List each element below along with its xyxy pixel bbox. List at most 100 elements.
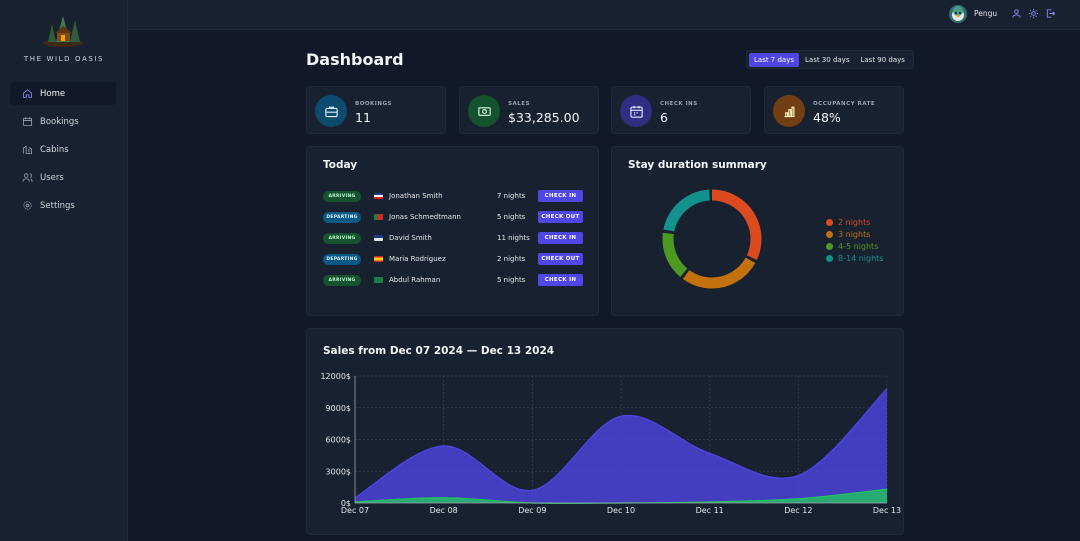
stat-value: $33,285.00 [508,110,580,125]
nights-count: 5 nights [497,213,526,221]
duration-title: Stay duration summary [628,159,767,171]
chart-legend: 2 nights 3 nights 4-5 nights 8-14 nights [826,216,883,264]
stat-label: Check ins [660,101,698,107]
guest-name: Jonas Schmedtmann [389,213,461,221]
nights-count: 2 nights [497,255,526,263]
check-in-button[interactable]: CHECK IN [538,190,583,202]
sidebar-item-label: Home [40,88,66,99]
banknotes-icon [477,106,491,116]
x-tick-label: Dec 12 [784,506,812,515]
legend-label: 8-14 nights [838,253,884,263]
stat-value: 11 [355,110,371,125]
sidebar-item-label: Cabins [40,144,69,155]
today-title: Today [323,159,358,171]
check-in-button[interactable]: CHECK IN [538,232,583,244]
sidebar-item-label: Settings [40,200,75,211]
donut-slice [662,189,762,289]
stat-icon-bg [773,95,805,127]
legend-item: 3 nights [826,228,883,240]
page-title: Dashboard [306,50,404,69]
nights-count: 5 nights [497,276,526,284]
briefcase-icon [324,106,338,117]
legend-label: 2 nights [838,217,871,227]
legend-dot [826,230,833,238]
filter-last-30-days[interactable]: Last 30 days [805,55,850,64]
x-tick-label: Dec 10 [607,506,635,515]
y-tick-label: 12000$ [320,372,351,381]
avatar[interactable] [949,5,967,23]
legend-dot [826,254,833,262]
series-area [355,489,887,504]
nights-count: 11 nights [497,234,530,242]
user-icon[interactable] [1011,8,1022,19]
status-badge: ARRIVING [323,190,361,202]
stat-label: Bookings [355,101,392,107]
legend-label: 4-5 nights [838,241,879,251]
sidebar-item-cabins[interactable]: Cabins [10,138,116,161]
stat-value: 48% [813,110,841,125]
chart-bar-icon [784,106,794,117]
list-item: DEPARTING Maria Rodriguez 2 nights CHECK… [323,253,585,265]
sun-icon[interactable] [1028,8,1039,19]
guest-name: Abdul Rahman [389,276,441,284]
filter-last-7-days[interactable]: Last 7 days [749,52,800,67]
stat-icon-bg [468,95,500,127]
sidebar: THE WILD OASIS Home Bookings Cabins User… [0,0,128,541]
legend-dot [826,218,833,226]
status-badge: ARRIVING [323,232,361,244]
stat-icon-bg [620,95,652,127]
check-out-button[interactable]: CHECK OUT [538,253,583,265]
sidebar-item-bookings[interactable]: Bookings [10,110,116,133]
stat-bookings: Bookings 11 [306,86,446,134]
calendar-icon [22,117,33,127]
date-filter: Last 7 days Last 30 days Last 90 days [746,50,914,69]
username: Pengu [974,9,998,18]
status-badge: DEPARTING [323,253,361,265]
y-tick-label: 3000$ [326,467,351,476]
sidebar-item-home[interactable]: Home [10,82,116,105]
stat-sales: Sales $33,285.00 [459,86,599,134]
flag-icon [374,277,383,283]
sidebar-item-users[interactable]: Users [10,166,116,189]
y-tick-label: 0$ [341,499,351,508]
avatar-image [952,6,964,21]
sidebar-nav: Home Bookings Cabins Users Settings [10,82,116,222]
logout-icon[interactable] [1045,8,1056,19]
cabin-icon [22,145,33,155]
stat-value: 6 [660,110,668,125]
list-item: ARRIVING David Smith 11 nights CHECK IN [323,232,585,244]
sales-panel: Sales from Dec 07 2024 — Dec 13 2024 0$ 3… [306,328,904,535]
sidebar-item-settings[interactable]: Settings [10,194,116,217]
check-in-button[interactable]: CHECK IN [538,274,583,286]
donut-chart [662,189,762,289]
top-header: Pengu [128,0,1080,30]
sales-area-chart: 0$ 3000$ 6000$ 9000$ 12000$ Dec 07 Dec 08 Dec 0… [320,372,901,515]
nights-count: 7 nights [497,192,526,200]
list-item: ARRIVING Abdul Rahman 5 nights CHECK IN [323,274,585,286]
home-icon [22,89,33,99]
list-item: ARRIVING Jonathan Smith 7 nights CHECK I… [323,190,585,202]
sidebar-item-label: Bookings [40,116,79,127]
legend-item: 2 nights [826,216,883,228]
guest-name: Jonathan Smith [389,192,443,200]
stat-check-ins: Check ins 6 [611,86,751,134]
flag-icon [374,256,383,262]
x-tick-label: Dec 08 [430,506,458,515]
filter-last-90-days[interactable]: Last 90 days [860,55,905,64]
guest-name: Maria Rodriguez [389,255,446,263]
series-line [354,388,888,499]
stat-icon-bg [315,95,347,127]
series-area [355,388,887,503]
stat-label: Occupancy rate [813,101,876,107]
legend-dot [826,242,833,250]
today-panel: Today ARRIVING Jonathan Smith 7 nights C… [306,146,599,316]
y-tick-label: 6000$ [326,436,351,445]
duration-panel: Stay duration summary 2 nights 3 nights 4-… [611,146,904,316]
list-item: DEPARTING Jonas Schmedtmann 5 nights CHE… [323,211,585,223]
x-tick-label: Dec 07 [341,506,369,515]
flag-icon [374,193,383,199]
y-tick-label: 9000$ [326,404,351,413]
flag-icon [374,235,383,241]
flag-icon [374,214,383,220]
check-out-button[interactable]: CHECK OUT [538,211,583,223]
